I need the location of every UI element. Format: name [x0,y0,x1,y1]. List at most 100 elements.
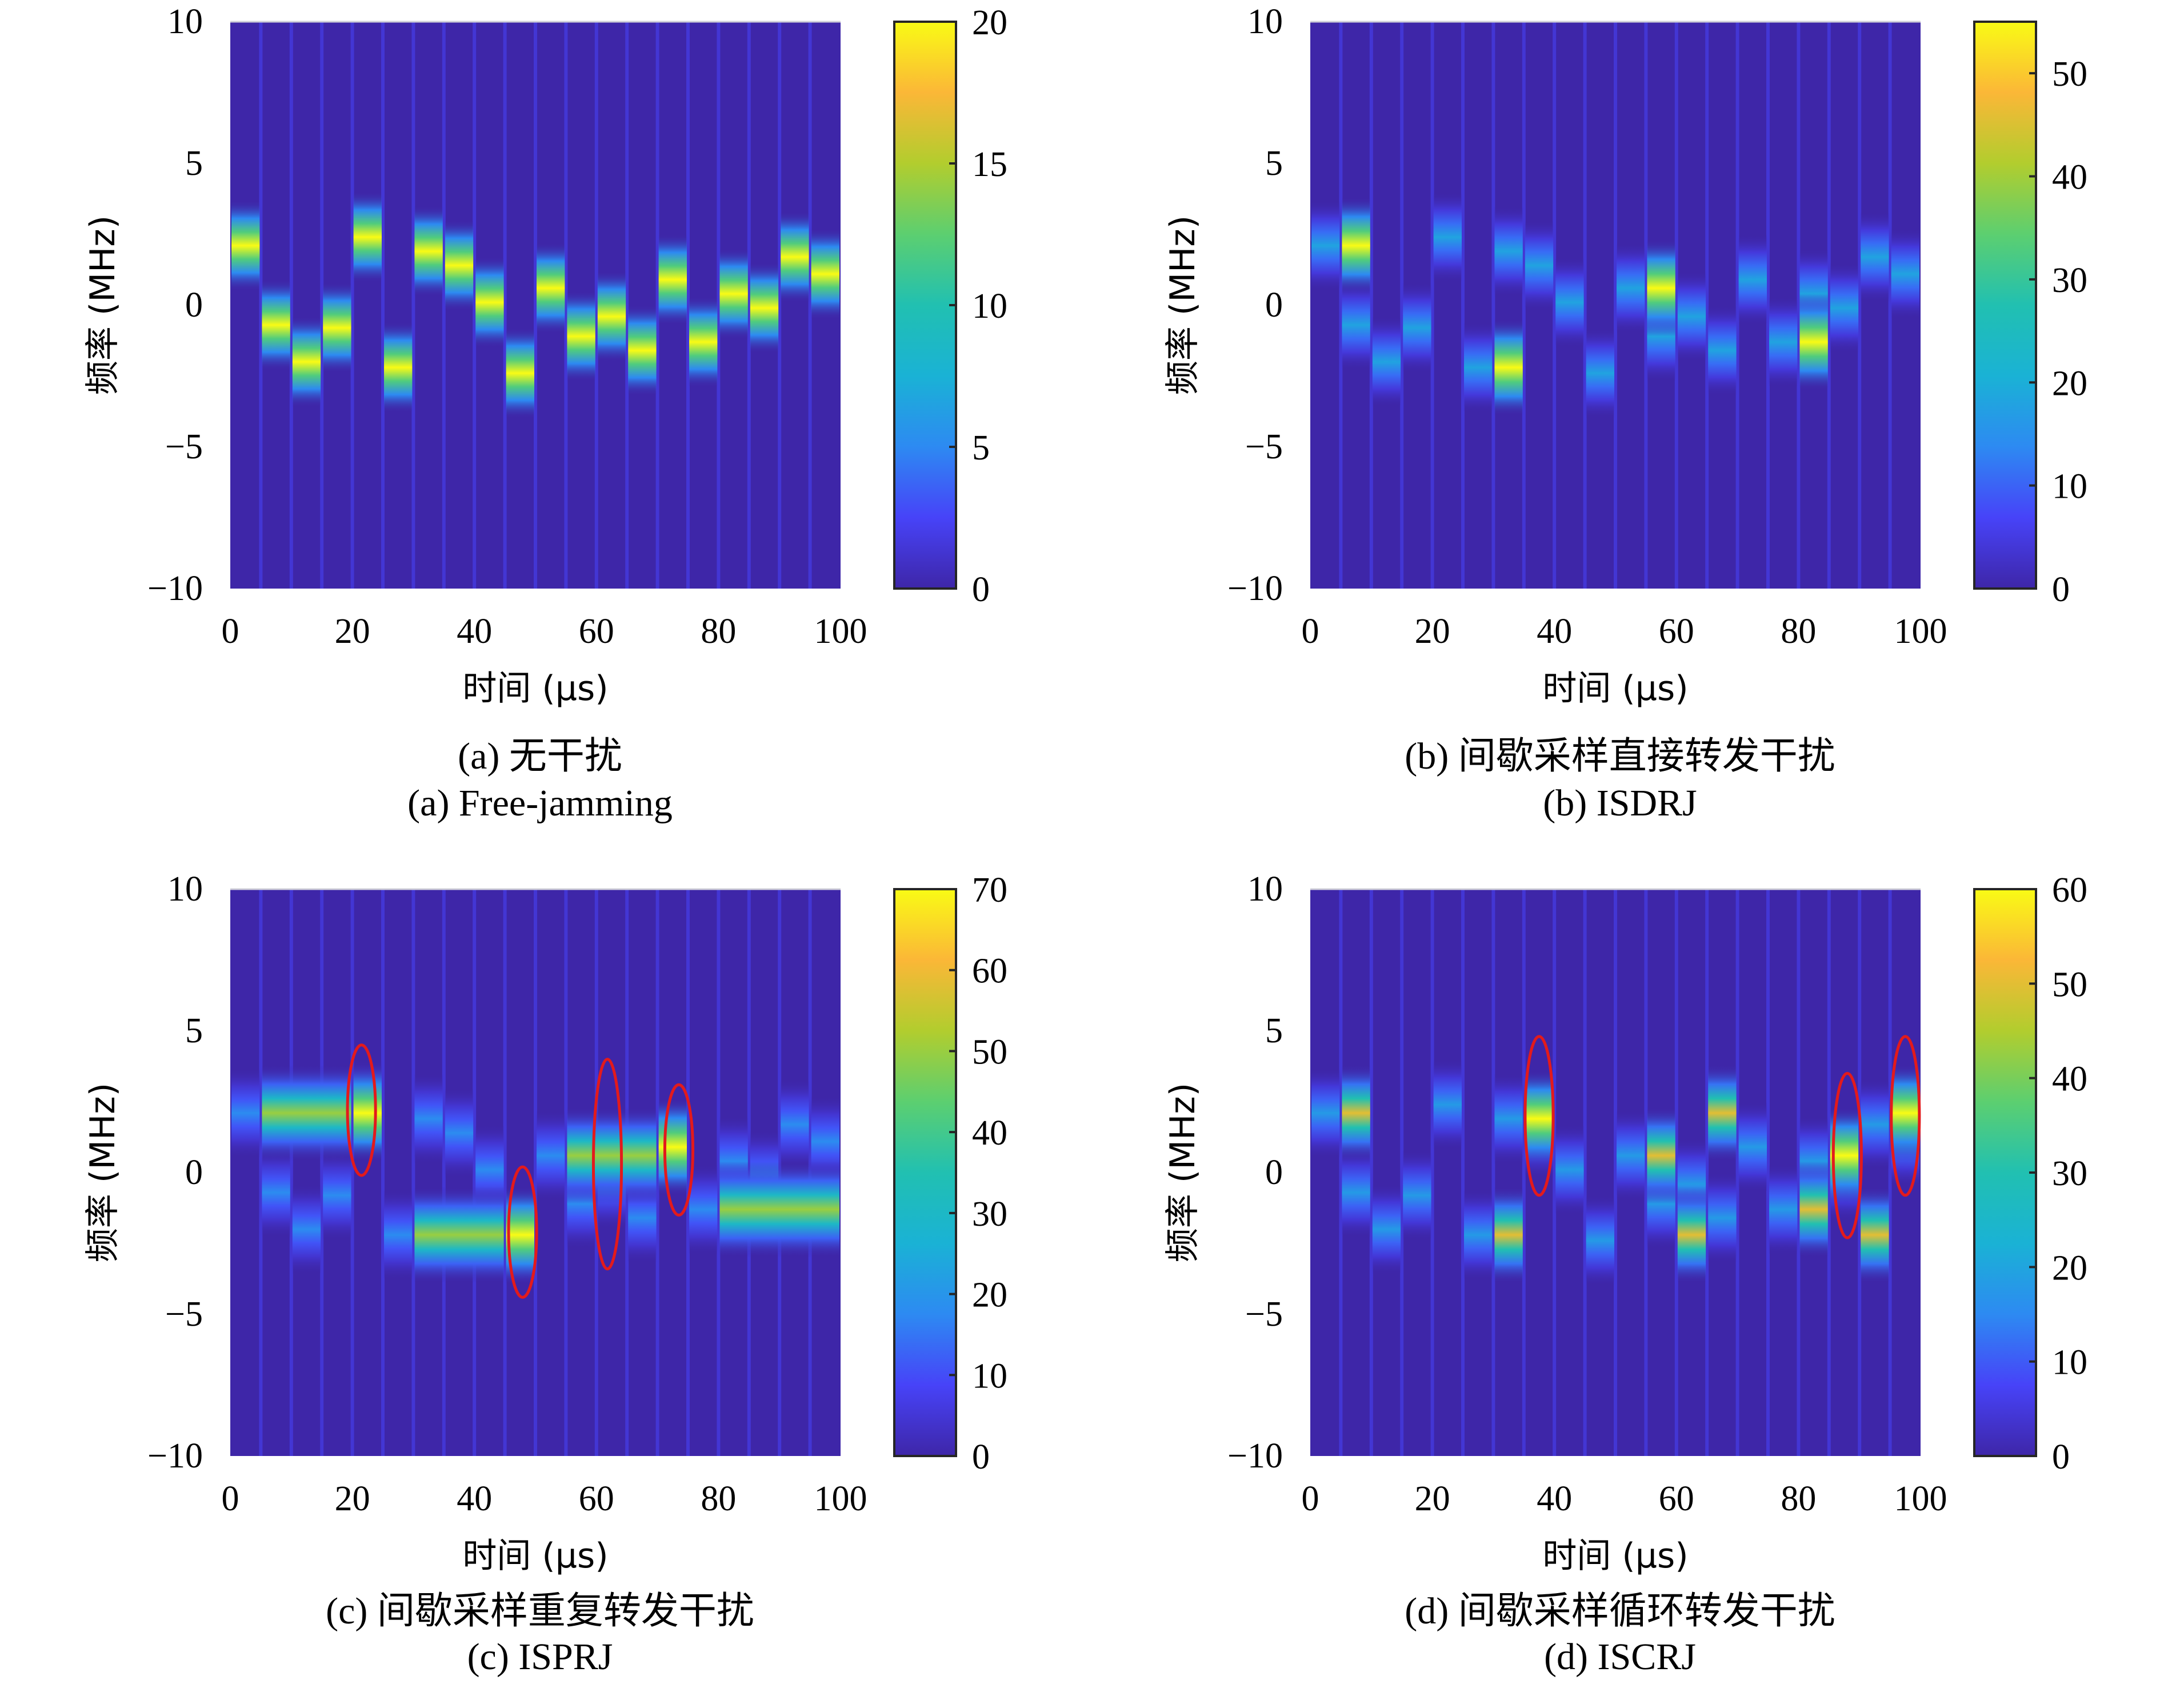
y-tick-label: 5 [185,144,203,183]
signal-segment [1342,1147,1370,1238]
segment-boundary [289,22,293,589]
colorbar-tick-label: 60 [972,952,1007,991]
signal-segment [292,1183,321,1275]
colorbar [1973,888,2037,1457]
jamming-segment [1708,1065,1737,1162]
x-tick-label: 80 [701,612,736,651]
annotation-ellipse [663,1083,695,1217]
segment-boundary [625,22,629,589]
signal-segment [1891,229,1919,319]
signal-segment [1586,1195,1614,1286]
segment-boundary [717,22,721,589]
y-axis-label: 频率 (MHz) [1163,215,1203,395]
y-tick-label: −5 [1245,1295,1283,1334]
x-tick-label: 20 [335,1479,370,1518]
y-tick-label: 0 [1265,286,1283,325]
jamming-segment [1677,1186,1706,1283]
segment-boundary [1614,889,1617,1456]
segment-boundary [411,22,415,589]
annotation-ellipse [507,1165,538,1299]
jamming-segment [1891,1065,1919,1162]
segment-boundary [1522,889,1526,1456]
segment-boundary [1797,889,1801,1456]
segment-boundary [259,22,263,589]
colorbar-tick-label: 0 [972,1438,990,1477]
colorbar [893,21,957,590]
segment-boundary [442,22,446,589]
signal-segment [292,316,321,407]
x-tick-label: 20 [1415,612,1450,651]
x-tick-label: 60 [579,612,614,651]
jamming-segment [1494,1186,1523,1283]
jamming-segment [719,1161,839,1258]
x-tick-label: 100 [1894,1479,1947,1518]
segment-boundary [411,889,415,1456]
y-tick-label: −10 [147,1437,203,1475]
segment-boundary [534,22,537,589]
segment-boundary [1339,889,1343,1456]
caption-cn-c: (c) 间歇采样重复转发干扰 [326,1590,754,1632]
colorbar-tick-label: 50 [972,1033,1007,1071]
x-tick-label: 60 [1659,1479,1694,1518]
signal-segment [414,1073,443,1165]
panel-d: 10 5 0 −5 −10 0 20 40 60 80 100 时间 (μs) 频率 (MHz) 60 50… [1080,867,2160,1708]
y-tick-label: −5 [165,1295,203,1334]
segment-boundary [1369,22,1373,589]
segment-boundary [747,22,751,589]
y-tick-label: 0 [1265,1153,1283,1192]
signal-segment [1403,282,1431,374]
segment-boundary [1858,22,1862,589]
signal-segment [231,1067,260,1159]
colorbar-tick-label: 50 [2052,55,2087,94]
segment-boundary [1735,22,1739,589]
segment-boundary [1888,22,1892,589]
signal-segment [323,1150,351,1241]
colorbar-tick-label: 10 [2052,467,2087,506]
colorbar-tick-label: 10 [2052,1343,2087,1382]
segment-boundary [259,889,263,1456]
x-tick-label: 100 [1894,612,1947,651]
signal-segment [658,234,687,325]
x-tick-label: 60 [579,1479,614,1518]
jamming-segment [1799,1161,1828,1258]
jamming-segment [353,1065,382,1162]
signal-segment [506,327,534,419]
signal-segment [537,1110,565,1201]
y-tick-label: −5 [165,427,203,466]
signal-segment [719,248,748,339]
colorbar-tick-label: 0 [972,570,990,609]
signal-segment [323,282,351,374]
segment-boundary [655,889,659,1456]
signal-segment [597,271,626,362]
colorbar-tick-label: 20 [972,1276,1007,1315]
jamming-segment [414,1186,504,1283]
signal-segment [1525,220,1554,311]
segment-boundary [686,22,690,589]
signal-segment [262,1147,290,1238]
colorbar-tick-label: 15 [972,145,1007,184]
colorbar-tick-label: 40 [2052,1060,2087,1099]
signal-segment [475,257,504,348]
segment-boundary [381,22,385,589]
x-tick-label: 40 [1537,1479,1572,1518]
y-tick-label: 10 [167,870,203,909]
segment-boundary [564,889,568,1456]
jamming-segment [1647,1107,1675,1204]
segment-boundary [1735,889,1739,1456]
x-tick-label: 40 [1537,612,1572,651]
x-tick-label: 80 [1781,612,1816,651]
signal-segment [1433,1059,1462,1150]
signal-segment [1372,316,1401,407]
y-tick-label: 5 [1265,1011,1283,1050]
segment-boundary [1797,22,1801,589]
caption-en-a: (a) Free-jamming [407,782,673,824]
signal-segment [353,191,382,283]
x-tick-label: 0 [1302,1479,1319,1518]
colorbar-tick-label: 60 [2052,871,2087,910]
x-axis-label: 时间 (μs) [462,1536,608,1576]
segment-boundary [594,22,598,589]
colorbar-tick-label: 30 [2052,261,2087,300]
